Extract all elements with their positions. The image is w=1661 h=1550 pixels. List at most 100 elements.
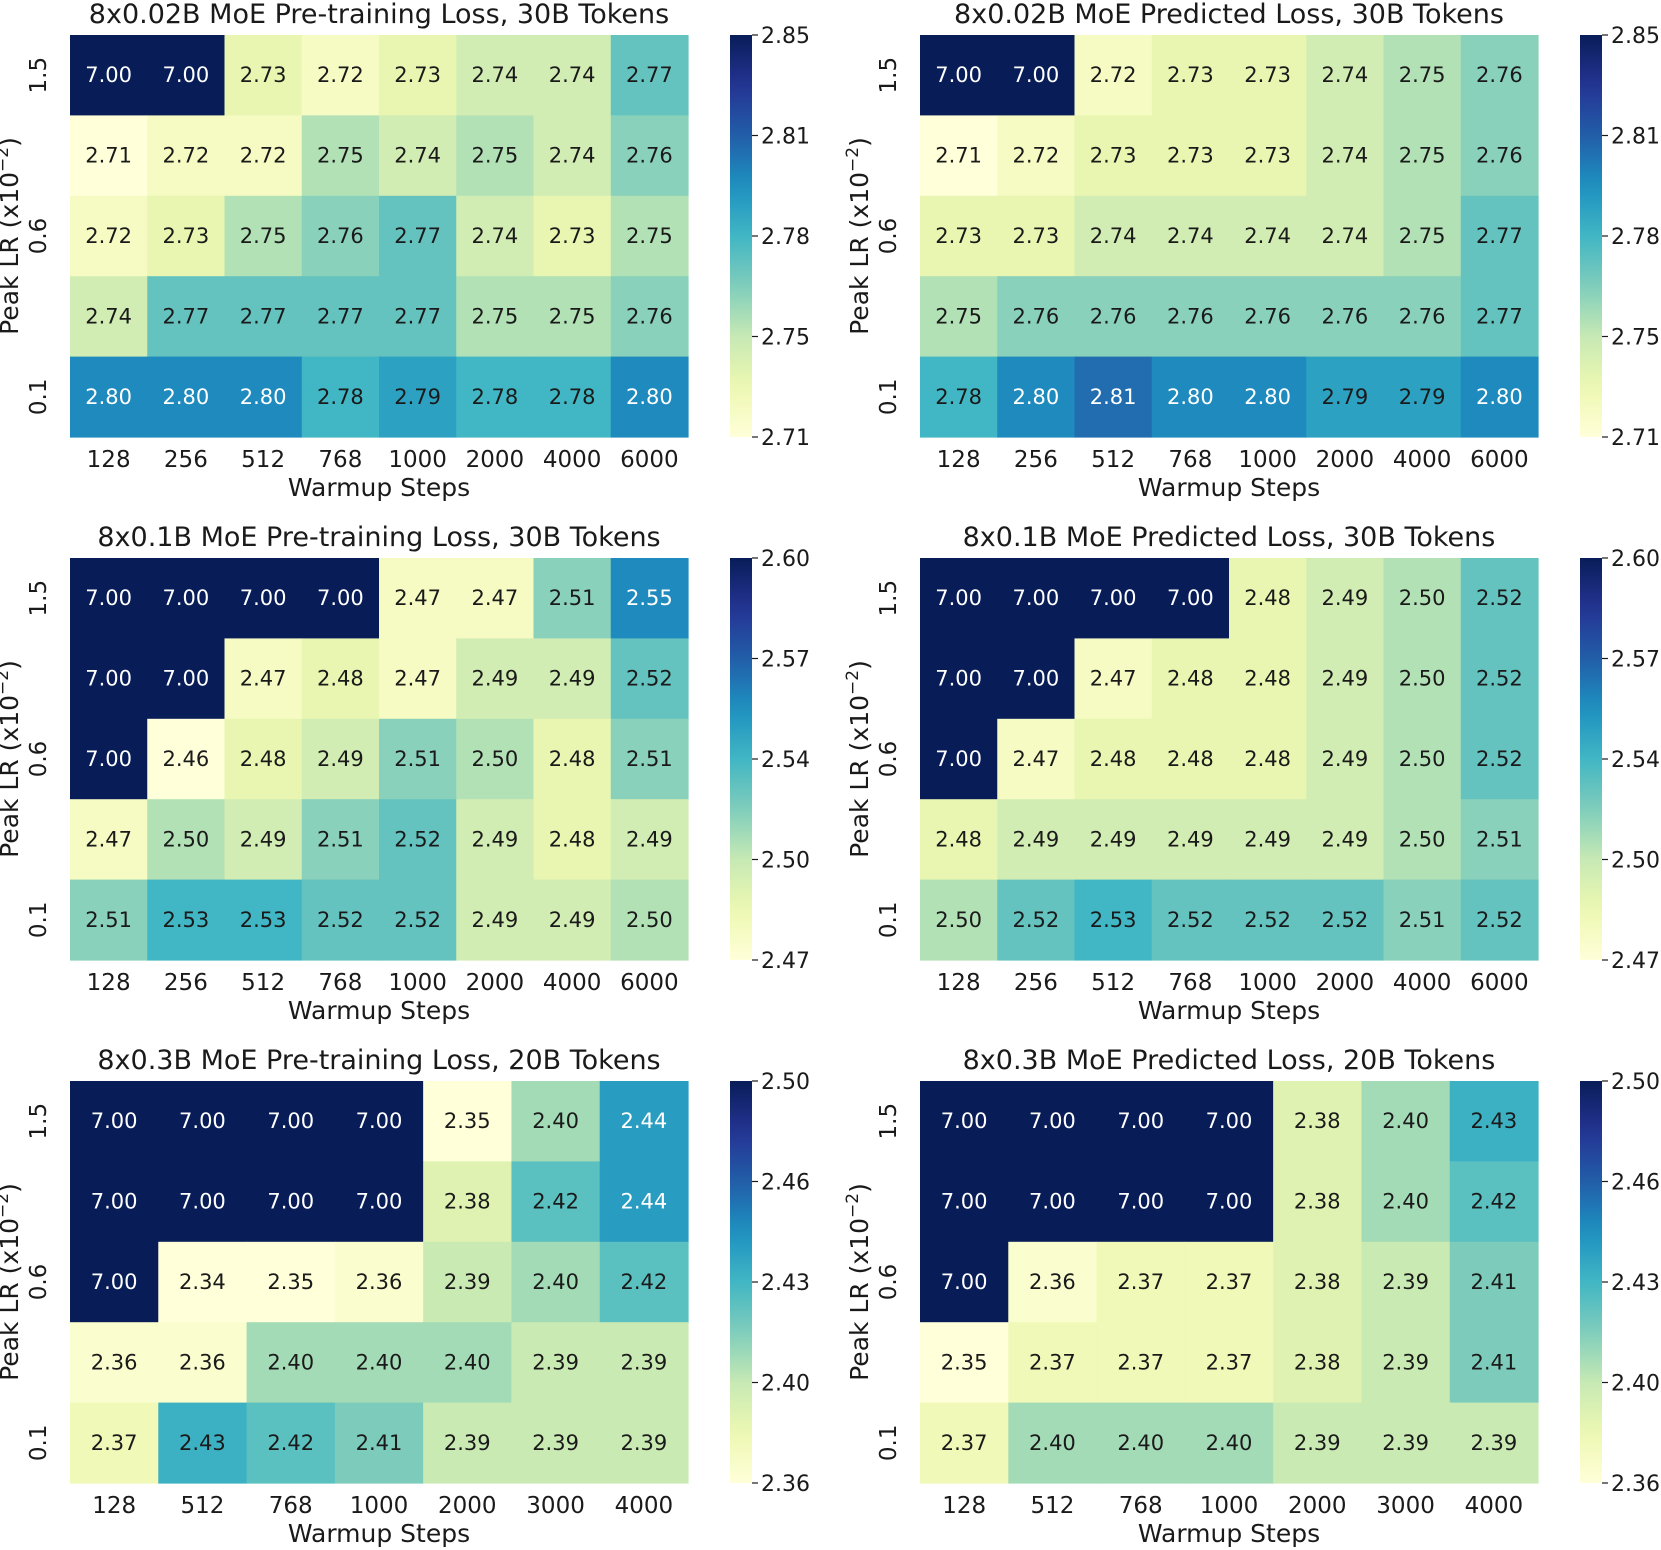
heatmap-cell — [1184, 1161, 1274, 1243]
x-tick-label: 3000 — [1376, 1493, 1435, 1519]
heatmap-cell — [70, 276, 148, 358]
heatmap-cell — [533, 799, 612, 881]
heatmap-cell — [920, 1241, 1009, 1323]
cell-value-label: 2.75 — [626, 224, 673, 248]
cell-value-label: 2.35 — [941, 1350, 988, 1374]
heatmap-cell — [610, 558, 689, 639]
colorbar-tick-label: 2.57 — [1611, 648, 1660, 673]
heatmap-cell — [147, 558, 226, 639]
heatmap-cell — [423, 1241, 513, 1323]
cell-value-label: 2.39 — [532, 1431, 579, 1455]
heatmap-cell — [224, 558, 303, 639]
cell-value-label: 2.73 — [1167, 144, 1214, 168]
heatmap-cell — [1074, 558, 1153, 639]
cell-value-label: 2.49 — [1321, 827, 1368, 851]
colorbar-tick-label: 2.50 — [761, 1070, 810, 1095]
heatmap-cell — [147, 115, 226, 197]
heatmap-cell — [70, 1081, 159, 1162]
cell-value-label: 2.51 — [1476, 827, 1523, 851]
heatmap-cell — [920, 638, 998, 720]
cell-value-label: 7.00 — [941, 1109, 988, 1133]
cell-value-label: 7.00 — [356, 1190, 403, 1214]
heatmap-cell — [1273, 1402, 1363, 1484]
heatmap-cell — [1273, 1081, 1363, 1162]
cell-value-label: 2.39 — [1382, 1350, 1429, 1374]
heatmap-cell — [301, 35, 380, 116]
cell-value-label: 2.40 — [267, 1350, 314, 1374]
heatmap-cell — [70, 35, 148, 116]
heatmap-cell — [1151, 276, 1230, 358]
cell-value-label: 2.74 — [1244, 224, 1291, 248]
heatmap-cell — [1449, 1241, 1539, 1323]
heatmap-cell — [334, 1241, 424, 1323]
heatmap-cell — [920, 1161, 1009, 1243]
cell-value-label: 2.75 — [1399, 224, 1446, 248]
cell-value-label: 7.00 — [356, 1109, 403, 1133]
y-axis-label: Peak LR (x10−2) — [843, 1183, 874, 1381]
heatmap-cell — [1383, 718, 1462, 800]
colorbar-tick-label: 2.50 — [1611, 849, 1660, 874]
heatmap-cell — [158, 1322, 248, 1404]
cell-value-label: 2.79 — [1399, 385, 1446, 409]
heatmap-cell — [1096, 1241, 1186, 1323]
cell-value-label: 2.40 — [532, 1270, 579, 1294]
heatmap-cell — [533, 558, 612, 639]
heatmap-cell — [997, 356, 1076, 438]
cell-value-label: 2.77 — [394, 224, 441, 248]
cell-value-label: 2.74 — [1321, 224, 1368, 248]
cell-value-label: 7.00 — [162, 586, 209, 610]
heatmap-cell — [224, 718, 303, 800]
cell-value-label: 2.80 — [240, 385, 287, 409]
heatmap-cell — [1229, 879, 1307, 961]
heatmap-cell — [1074, 195, 1153, 277]
cell-value-label: 7.00 — [1029, 1109, 1076, 1133]
cell-value-label: 2.73 — [549, 224, 596, 248]
heatmap-cell — [379, 195, 457, 277]
heatmap-cell — [533, 356, 612, 438]
colorbar-tick-label: 2.60 — [1611, 547, 1660, 572]
cell-value-label: 2.35 — [267, 1270, 314, 1294]
cell-value-label: 7.00 — [240, 586, 287, 610]
cell-value-label: 2.49 — [471, 667, 518, 691]
cell-value-label: 2.41 — [1470, 1270, 1517, 1294]
heatmap-cell — [379, 558, 457, 639]
cell-value-label: 2.73 — [1012, 224, 1059, 248]
chart-title: 8x0.3B MoE Predicted Loss, 20B Tokens — [963, 1045, 1496, 1076]
heatmap-cell — [1151, 35, 1230, 116]
cell-value-label: 2.77 — [317, 304, 364, 328]
cell-value-label: 2.80 — [1167, 385, 1214, 409]
cell-value-label: 2.77 — [162, 304, 209, 328]
x-tick-label: 256 — [1014, 970, 1058, 996]
cell-value-label: 2.48 — [1244, 747, 1291, 771]
heatmap-cell — [1306, 195, 1385, 277]
heatmap-cell — [379, 718, 457, 800]
cell-value-label: 7.00 — [935, 63, 982, 87]
heatmap-cell — [1229, 718, 1307, 800]
cell-value-label: 2.47 — [394, 667, 441, 691]
heatmap-cell — [1151, 638, 1230, 720]
heatmap-cell — [610, 356, 689, 438]
heatmap-cell — [1361, 1161, 1451, 1243]
cell-value-label: 7.00 — [91, 1190, 138, 1214]
heatmap-cell — [301, 799, 380, 881]
cell-value-label: 2.52 — [1244, 908, 1291, 932]
y-tick-label: 0.6 — [876, 1264, 902, 1301]
cell-value-label: 2.80 — [85, 385, 132, 409]
heatmap-cell — [511, 1081, 601, 1162]
x-tick-label: 2000 — [438, 1493, 497, 1519]
cell-value-label: 2.76 — [1476, 63, 1523, 87]
heatmap-cell — [1460, 356, 1539, 438]
cell-value-label: 2.71 — [85, 144, 132, 168]
heatmap-cell — [920, 276, 998, 358]
cell-value-label: 2.48 — [1244, 667, 1291, 691]
heatmap-cell — [533, 638, 612, 720]
heatmap-cell — [920, 718, 998, 800]
x-tick-label: 512 — [1030, 1493, 1074, 1519]
heatmap-cell — [70, 356, 148, 438]
cell-value-label: 7.00 — [85, 747, 132, 771]
cell-value-label: 2.51 — [1399, 908, 1446, 932]
cell-value-label: 7.00 — [91, 1270, 138, 1294]
x-tick-label: 768 — [269, 1493, 313, 1519]
heatmap-cell — [423, 1322, 513, 1404]
